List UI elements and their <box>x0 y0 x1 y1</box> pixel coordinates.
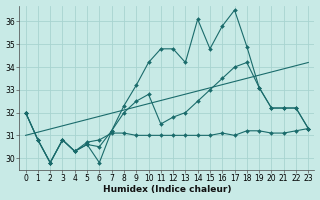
X-axis label: Humidex (Indice chaleur): Humidex (Indice chaleur) <box>103 185 231 194</box>
